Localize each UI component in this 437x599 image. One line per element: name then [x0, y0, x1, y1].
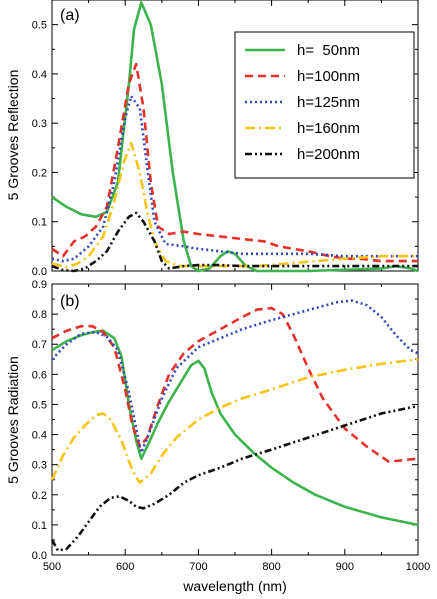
panel-b-ytick-label: 0.9	[32, 279, 47, 291]
legend-label-1: h=100nm	[297, 68, 360, 85]
legend-label-2: h=125nm	[297, 94, 360, 111]
panel-a-ytick-label: 0.1	[32, 217, 47, 229]
panel-b-ytick-label: 0.0	[32, 550, 47, 562]
panel-b-xlabel: wavelength (nm)	[182, 578, 287, 594]
panel-b-series-line-1	[51, 306, 419, 464]
panel-a-ylabel: 5 Grooves Reflection	[5, 70, 21, 201]
panel-a-ytick-label: 0.3	[32, 118, 47, 130]
panel-b-ytick-label: 0.4	[32, 430, 47, 442]
panel-b-radiation: 500 600 700 800 900 1000 0.0 0.1 0.2 0.3 0.4 0.5 0.6…	[5, 279, 430, 594]
panel-b-xtick-label: 800	[262, 561, 280, 573]
panel-a-ytick-label: 0.4	[32, 69, 47, 81]
panel-b-ytick-label: 0.8	[32, 309, 47, 321]
legend-label-4: h=200nm	[297, 146, 360, 163]
panel-a-ytick-label: 0.5	[32, 20, 47, 32]
panel-b-ytick-label: 0.2	[32, 490, 47, 502]
panel-b-xtick-label: 900	[336, 561, 354, 573]
panel-b-ticks: 500 600 700 800 900 1000 0.0 0.1 0.2 0.3 0.4 0.5 0.6…	[32, 279, 431, 573]
panel-b-series-line-3	[50, 358, 419, 485]
panel-a-ticks: 0.0 0.1 0.2 0.3 0.4 0.5	[32, 0, 419, 278]
panel-a-series	[51, 1, 419, 273]
panel-b-ytick-label: 0.1	[32, 520, 47, 532]
panel-b-ytick-label: 0.7	[32, 339, 47, 351]
panel-b-series	[50, 299, 419, 552]
panel-a-series-line-2	[51, 94, 418, 263]
panel-b-ytick-label: 0.3	[32, 460, 47, 472]
panel-b-xtick-label: 1000	[406, 561, 430, 573]
panel-b-ylabel: 5 Grooves Radiation	[5, 356, 21, 484]
panel-a-series-line-4	[51, 211, 418, 273]
panel-b-xtick-label: 500	[43, 561, 61, 573]
panel-b-ytick-label: 0.5	[32, 399, 47, 411]
panel-a-ytick-label: 0.2	[32, 167, 47, 179]
panel-b-series-line-0	[51, 329, 419, 527]
panel-b-series-line-4	[50, 404, 419, 552]
legend-label-0: h= 50nm	[297, 42, 360, 59]
legend-box	[234, 31, 415, 179]
panel-b-xtick-label: 600	[116, 561, 134, 573]
panel-b-ytick-label: 0.6	[32, 369, 47, 381]
panel-b-series-line-2	[51, 299, 419, 454]
panel-b-xtick-label: 700	[189, 561, 207, 573]
legend: h= 50nm h=100nm h=125nm h=160nm h=200nm	[234, 31, 415, 179]
panel-a-label: (a)	[60, 7, 80, 24]
panel-b-label: (b)	[60, 293, 80, 310]
panel-a-ytick-label: 0.0	[32, 266, 47, 278]
legend-label-3: h=160nm	[297, 120, 360, 137]
panel-a-reflection: 0.0 0.1 0.2 0.3 0.4 0.5 (a) 5 Grooves Reflect…	[5, 0, 419, 278]
